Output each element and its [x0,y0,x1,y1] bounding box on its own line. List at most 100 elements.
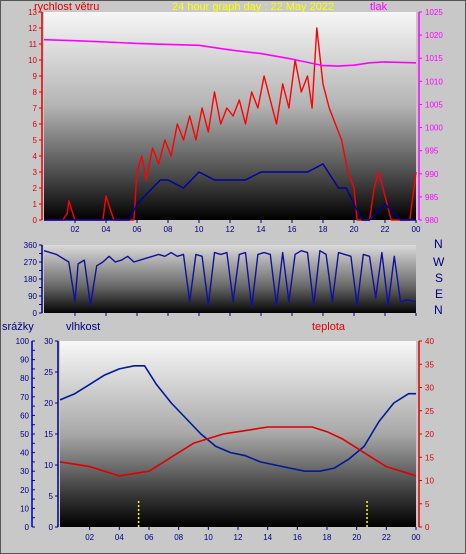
humidity-x-tick-label: 22 [382,533,391,542]
humidity-x-tick-label: 02 [85,533,94,542]
rain-label: srážky [2,321,34,333]
humidity-x-tick-label: 12 [234,533,243,542]
wind-x-tick-label: 18 [319,225,328,234]
wind-y-tick-label: 5 [33,136,38,145]
rain-y-tick-label: 80 [20,374,29,383]
compass-n-top: N [434,237,443,251]
temperature-y-tick-label: 20 [425,430,434,439]
temperature-y-tick-label: 30 [425,384,434,393]
wind-plot-area [44,12,416,220]
rain-y-tick-label: 40 [20,449,29,458]
pressure-series [43,38,417,67]
compass-e: E [435,287,443,301]
humidity-y-tick-label: 25 [44,368,53,377]
pressure-y-tick-label: 1020 [425,31,443,40]
wind-x-tick-label: 22 [381,225,390,234]
humidity-y-tick-label: 5 [49,492,54,501]
humidity-x-tick-label: 20 [352,533,361,542]
wind-x-tick-label: 10 [195,225,204,234]
pressure-y-tick-label: 990 [425,170,439,179]
wind-average-series [44,163,416,221]
rain-y-tick-label: 50 [20,430,29,439]
rain-y-tick-label: 0 [25,523,30,532]
direction-y-tick-label: 270 [24,258,38,267]
compass-w: W [433,255,445,269]
humidity-y-tick-label: 15 [44,430,53,439]
pressure-y-tick-label: 1025 [425,8,443,17]
humidity-y-tick-label: 30 [44,337,53,346]
wind-y-tick-label: 0 [33,216,38,225]
wind-x-tick-label: 14 [257,225,266,234]
wind-y-tick-label: 11 [29,40,38,49]
wind-x-tick-label: 08 [164,225,173,234]
compass-s: S [435,271,443,285]
wind-y-tick-label: 8 [33,88,38,97]
temperature-label: teplota [312,321,346,333]
direction-y-tick-label: 180 [24,275,38,284]
temperature-y-tick-label: 35 [425,360,434,369]
pressure-y-tick-label: 1000 [425,124,443,133]
humidity-x-tick-label: 16 [293,533,302,542]
wind-y-tick-label: 13 [28,8,37,17]
rain-y-tick-label: 20 [20,486,29,495]
wind-y-tick-label: 9 [33,72,38,81]
temperature-y-tick-label: 0 [425,523,430,532]
direction-y-tick-label: 0 [33,309,38,318]
wind-x-tick-label: 12 [226,225,235,234]
wind-y-tick-label: 4 [33,152,38,161]
pressure-y-tick-label: 995 [425,147,439,156]
temperature-y-tick-label: 40 [425,337,434,346]
rain-y-tick-label: 10 [20,504,29,513]
humidity-label: vlhkost [66,321,100,333]
wind-x-tick-label: 20 [350,225,359,234]
wind-y-tick-label: 2 [33,184,38,193]
pressure-y-tick-label: 980 [425,216,439,225]
humidity-x-tick-label: 08 [174,533,183,542]
humidity-y-tick-label: 10 [44,461,53,470]
compass-n-bottom: N [434,303,443,317]
rain-y-tick-label: 90 [20,356,29,365]
wind-direction-series [43,249,417,308]
temperature-series [59,426,417,477]
pressure-y-tick-label: 1010 [425,77,443,86]
rain-y-tick-label: 100 [16,337,30,346]
humidity-x-tick-label: 10 [204,533,213,542]
wind-y-tick-label: 6 [33,120,38,129]
wind-x-tick-label: 06 [133,225,142,234]
humidity-x-tick-label: 00 [412,533,421,542]
humidity-y-tick-label: 20 [44,399,53,408]
pressure-y-tick-label: 1015 [425,54,443,63]
wind-y-tick-label: 1 [33,200,38,209]
wind-y-tick-label: 3 [33,168,38,177]
wind-x-tick-label: 16 [288,225,297,234]
humidity-x-tick-label: 04 [115,533,124,542]
pressure-y-tick-label: 985 [425,193,439,202]
rain-y-tick-label: 70 [20,393,29,402]
wind-y-tick-label: 10 [28,56,37,65]
humidity-series [59,364,416,473]
wind-speed-label: rychlost větru [34,1,99,13]
wind-x-tick-label: 02 [71,225,80,234]
humidity-plot-area [60,341,416,527]
wind-x-tick-label: 00 [412,225,421,234]
temperature-y-tick-label: 10 [425,477,434,486]
temperature-y-tick-label: 5 [425,500,430,509]
rain-y-tick-label: 30 [20,467,29,476]
wind-y-tick-label: 7 [33,104,38,113]
wind-x-tick-label: 04 [102,225,111,234]
humidity-x-tick-label: 06 [145,533,154,542]
temperature-y-tick-label: 25 [425,407,434,416]
humidity-x-tick-label: 18 [323,533,332,542]
direction-y-tick-label: 360 [24,241,38,250]
chart-title: 24 hour graph day : 22 May 2022 [172,1,334,13]
pressure-label: tlak [370,1,388,13]
humidity-x-tick-label: 14 [263,533,272,542]
temperature-y-tick-label: 15 [425,453,434,462]
direction-y-tick-label: 90 [28,292,37,301]
humidity-y-tick-label: 0 [49,523,54,532]
rain-y-tick-label: 60 [20,411,29,420]
pressure-y-tick-label: 1005 [425,100,443,109]
wind-y-tick-label: 12 [28,24,37,33]
